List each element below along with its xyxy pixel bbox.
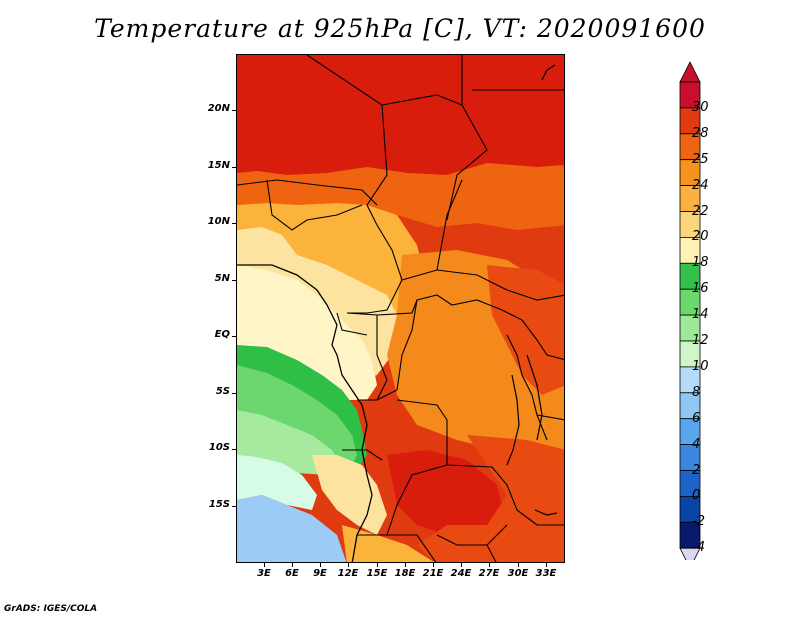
colorbar-underflow-triangle (679, 547, 701, 560)
colorbar-label: 2 (692, 462, 701, 478)
y-axis-label: 15N (207, 160, 230, 171)
colorbar-label: 24 (692, 177, 709, 193)
colorbar-label: 30 (692, 99, 709, 115)
x-axis-label: 3E (257, 568, 271, 579)
footer-credit: GrADS: IGES/COLA (4, 604, 98, 614)
x-axis-label: 30E (507, 568, 529, 579)
y-tick (232, 393, 236, 394)
x-axis-label: 6E (285, 568, 299, 579)
colorbar-label: 14 (692, 307, 709, 323)
y-axis-label: 15S (208, 499, 230, 510)
y-axis-label: 10S (208, 442, 230, 453)
colorbar-label: 28 (692, 125, 709, 141)
colorbar-label: 25 (692, 151, 709, 167)
x-tick (489, 563, 490, 567)
y-tick (232, 336, 236, 337)
coastline (237, 264, 373, 562)
x-axis-label: 15E (366, 568, 388, 579)
y-tick (232, 223, 236, 224)
south-warm (417, 435, 564, 562)
y-tick (232, 506, 236, 507)
colorbar-overflow-triangle (679, 61, 701, 83)
map-title: Temperature at 925hPa [C], VT: 202009160… (94, 14, 706, 43)
orange-band (237, 163, 564, 230)
south-strip (342, 525, 434, 562)
mint-zone (237, 455, 317, 510)
map-canvas (237, 55, 564, 562)
sky-ocean (237, 495, 347, 562)
x-tick (546, 563, 547, 567)
y-axis-label: 10N (207, 216, 230, 227)
x-tick (377, 563, 378, 567)
x-tick (461, 563, 462, 567)
hot-north-band (237, 55, 564, 175)
colorbar-label: 4 (692, 436, 701, 452)
y-tick (232, 280, 236, 281)
x-tick (264, 563, 265, 567)
y-tick (232, 449, 236, 450)
y-axis-label: 5S (215, 386, 230, 397)
x-axis-label: 21E (422, 568, 444, 579)
x-tick (405, 563, 406, 567)
x-axis-label: 24E (450, 568, 472, 579)
amber-west (237, 203, 427, 315)
lakes (506, 64, 558, 516)
y-tick (232, 110, 236, 111)
x-tick (433, 563, 434, 567)
colorbar-label: 16 (692, 281, 709, 297)
colorbar-label: 8 (692, 384, 701, 400)
y-axis-label: 5N (214, 273, 230, 284)
x-axis-label: 27E (478, 568, 500, 579)
cream-zone (237, 265, 377, 400)
colorbar-label: 20 (692, 229, 709, 245)
x-tick (348, 563, 349, 567)
x-tick (320, 563, 321, 567)
x-axis-label: 12E (337, 568, 359, 579)
x-tick (518, 563, 519, 567)
colorbar-label: 6 (692, 410, 701, 426)
x-axis-label: 33E (535, 568, 557, 579)
y-tick (232, 167, 236, 168)
colorbar (679, 61, 701, 560)
x-axis-label: 18E (394, 568, 416, 579)
country-borders (237, 55, 564, 562)
x-tick (292, 563, 293, 567)
colorbar-label: -4 (692, 540, 705, 556)
y-axis-label: EQ (214, 329, 230, 340)
colorbar-label: 10 (692, 358, 709, 374)
colorbar-label: 22 (692, 203, 709, 219)
y-axis-label: 20N (207, 103, 230, 114)
colorbar-label: -2 (692, 514, 705, 530)
inland-pale (312, 455, 387, 535)
colorbar-label: 12 (692, 333, 709, 348)
x-axis-label: 9E (313, 568, 327, 579)
colorbar-label: 0 (692, 488, 701, 504)
temperature-map (236, 54, 565, 563)
east-hot (487, 265, 564, 395)
colorbar-label: 18 (692, 255, 709, 271)
